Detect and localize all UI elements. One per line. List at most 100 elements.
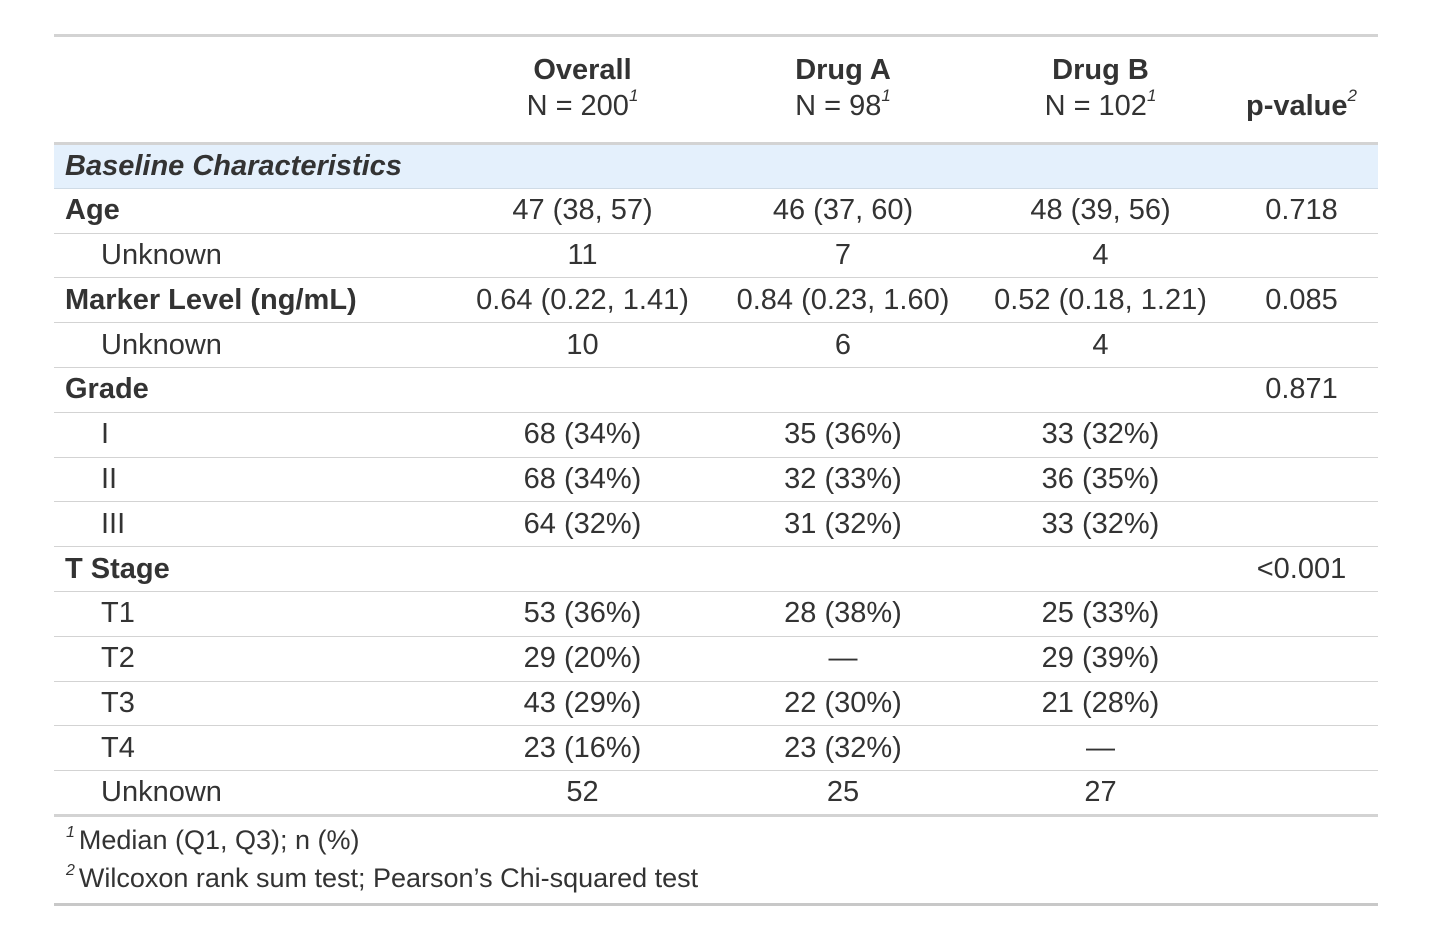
cell: 36 (35%) <box>976 457 1225 503</box>
footnote-mark: 2 <box>66 861 75 879</box>
footnote-mark: 2 <box>1347 86 1357 105</box>
cell <box>976 546 1225 592</box>
variable-row: Marker Level (ng/mL) 0.64 (0.22, 1.41) 0.8… <box>54 277 1378 324</box>
cell: 48 (39, 56) <box>976 188 1225 234</box>
cell: — <box>976 725 1225 772</box>
cell: 47 (38, 57) <box>455 188 710 234</box>
level-row: II 68 (34%) 32 (33%) 36 (35%) <box>54 457 1378 503</box>
cell: 52 <box>455 770 710 817</box>
cell <box>710 367 976 413</box>
level-label: II <box>54 457 455 503</box>
cell: 0.84 (0.23, 1.60) <box>710 277 976 324</box>
footnote-mark: 1 <box>66 823 75 841</box>
level-label: T3 <box>54 681 455 727</box>
cell: — <box>710 636 976 682</box>
cell: 28 (38%) <box>710 591 976 637</box>
level-label: I <box>54 412 455 458</box>
footnote-mark: 1 <box>628 86 639 105</box>
column-label: p-value <box>1246 90 1348 122</box>
level-label: T4 <box>54 725 455 772</box>
level-row: III 64 (32%) 31 (32%) 33 (32%) <box>54 501 1378 548</box>
variable-label: Age <box>54 188 455 234</box>
variable-row: Age 47 (38, 57) 46 (37, 60) 48 (39, 56) 0.71… <box>54 188 1378 234</box>
footnote-mark: 1 <box>1146 86 1157 105</box>
column-header: Overall N = 2001 <box>455 34 710 145</box>
cell: 31 (32%) <box>710 501 976 548</box>
cell: 6 <box>710 322 976 368</box>
column-n: N = 102 <box>1044 90 1147 122</box>
cell: 21 (28%) <box>976 681 1225 727</box>
p-value: 0.085 <box>1225 277 1378 324</box>
cell: 23 (32%) <box>710 725 976 772</box>
cell: 33 (32%) <box>976 501 1225 548</box>
cell: 11 <box>455 233 710 279</box>
variable-label: T Stage <box>54 546 455 592</box>
cell: 10 <box>455 322 710 368</box>
column-label: Drug B <box>1052 54 1149 86</box>
cell: 64 (32%) <box>455 501 710 548</box>
cell: 22 (30%) <box>710 681 976 727</box>
p-value <box>1225 681 1378 727</box>
level-row: Unknown 11 7 4 <box>54 233 1378 279</box>
p-value <box>1225 770 1378 817</box>
cell: 53 (36%) <box>455 591 710 637</box>
level-label: T2 <box>54 636 455 682</box>
p-value <box>1225 412 1378 458</box>
level-label: III <box>54 501 455 548</box>
p-value <box>1225 725 1378 772</box>
p-value <box>1225 636 1378 682</box>
variable-label: Grade <box>54 367 455 413</box>
footnote-mark: 1 <box>881 86 891 105</box>
column-header: Drug A N = 981 <box>710 34 976 145</box>
level-row: T2 29 (20%) —29 (39%) <box>54 636 1378 682</box>
cell: 4 <box>976 233 1225 279</box>
footnote-text: Median (Q1, Q3); n (%) <box>78 824 360 855</box>
p-value: 0.718 <box>1225 188 1378 234</box>
cell: 29 (20%) <box>455 636 710 682</box>
p-value <box>1225 591 1378 637</box>
column-n: N = 98 <box>795 90 882 122</box>
footnote-text: Wilcoxon rank sum test; Pearson’s Chi-sq… <box>78 862 699 893</box>
cell <box>455 546 710 592</box>
p-value <box>1225 233 1378 279</box>
p-value <box>1225 322 1378 368</box>
cell: 7 <box>710 233 976 279</box>
cell: 68 (34%) <box>455 412 710 458</box>
cell: 46 (37, 60) <box>710 188 976 234</box>
p-value: 0.871 <box>1225 367 1378 413</box>
header-blank <box>54 34 455 145</box>
cell: 35 (36%) <box>710 412 976 458</box>
variable-row: T Stage <0.001 <box>54 546 1378 592</box>
p-value-header: p-value2 <box>1225 34 1378 145</box>
column-label: Drug A <box>795 54 891 86</box>
cell: 4 <box>976 322 1225 368</box>
level-label: Unknown <box>54 322 455 368</box>
cell: 33 (32%) <box>976 412 1225 458</box>
cell <box>455 367 710 413</box>
level-label: Unknown <box>54 233 455 279</box>
footnote: 1 Median (Q1, Q3); n (%) <box>66 821 1378 859</box>
cell: 43 (29%) <box>455 681 710 727</box>
cell: 32 (33%) <box>710 457 976 503</box>
cell <box>976 367 1225 413</box>
cell: 0.52 (0.18, 1.21) <box>976 277 1225 324</box>
column-n: N = 200 <box>526 90 629 122</box>
p-value: <0.001 <box>1225 546 1378 592</box>
level-row: T4 23 (16%) 23 (32%) — <box>54 725 1378 772</box>
level-row: T3 43 (29%) 22 (30%) 21 (28%) <box>54 681 1378 727</box>
cell: 23 (16%) <box>455 725 710 772</box>
cell: 25 <box>710 770 976 817</box>
level-label: Unknown <box>54 770 455 817</box>
cell <box>710 546 976 592</box>
p-value <box>1225 501 1378 548</box>
level-row: Unknown 10 6 4 <box>54 322 1378 368</box>
cell: 29 (39%) <box>976 636 1225 682</box>
cell: 27 <box>976 770 1225 817</box>
cell: 68 (34%) <box>455 457 710 503</box>
column-header: Drug B N = 1021 <box>976 34 1225 145</box>
